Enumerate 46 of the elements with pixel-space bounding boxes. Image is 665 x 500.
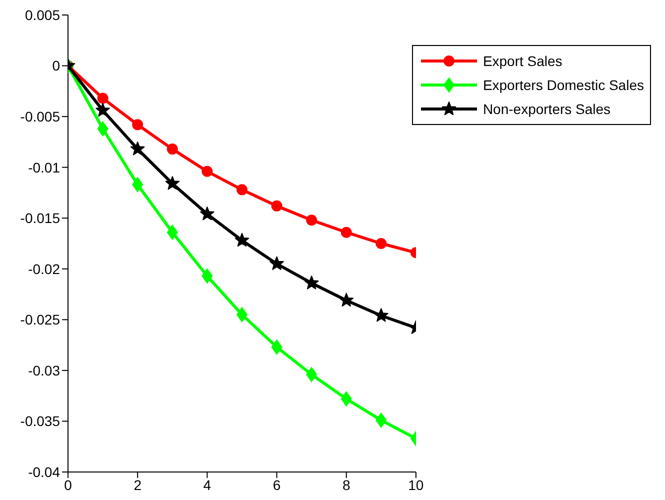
x-tick-label: 6 — [272, 476, 281, 493]
point — [304, 276, 319, 290]
point — [306, 214, 318, 226]
point — [339, 292, 354, 307]
x-tick-label: 8 — [342, 476, 350, 493]
y-tick-label: -0.015 — [20, 210, 60, 226]
point — [271, 340, 282, 355]
point — [97, 92, 108, 104]
point — [270, 256, 284, 270]
x-tick-label: 10 — [408, 476, 424, 493]
point — [271, 200, 282, 212]
legend-label: Non-exporters Sales — [482, 101, 611, 117]
point — [130, 142, 145, 156]
y-tick-label: -0.04 — [28, 464, 60, 480]
x-tick-label: 4 — [203, 476, 212, 493]
point — [376, 238, 387, 249]
y-tick-label: -0.035 — [20, 413, 60, 430]
y-tick-label: -0.02 — [28, 260, 60, 277]
point — [202, 268, 213, 284]
point — [340, 226, 352, 238]
point — [132, 177, 144, 192]
y-tick-label: -0.005 — [20, 108, 60, 125]
point — [166, 224, 178, 240]
point — [306, 367, 318, 382]
y-tick-label: 0.005 — [24, 6, 60, 23]
x-tick-label: 0 — [64, 476, 72, 493]
point — [165, 176, 180, 190]
point — [236, 307, 248, 322]
point — [376, 412, 387, 428]
point — [340, 391, 352, 406]
point — [132, 119, 144, 130]
y-tick-label: -0.01 — [28, 159, 60, 176]
legend-label: Export Sales — [482, 53, 562, 69]
point — [96, 102, 110, 117]
x-tick-label: 2 — [134, 476, 142, 493]
point — [236, 184, 248, 196]
point — [374, 308, 388, 322]
point — [97, 121, 108, 136]
legend-label: Exporters Domestic Sales — [482, 77, 644, 93]
point — [166, 144, 178, 155]
point — [234, 232, 250, 247]
y-tick-label: -0.025 — [20, 312, 60, 328]
y-tick-label: -0.03 — [28, 362, 60, 378]
point — [202, 166, 213, 177]
y-tick-label: 0 — [52, 58, 60, 74]
point — [200, 206, 214, 220]
